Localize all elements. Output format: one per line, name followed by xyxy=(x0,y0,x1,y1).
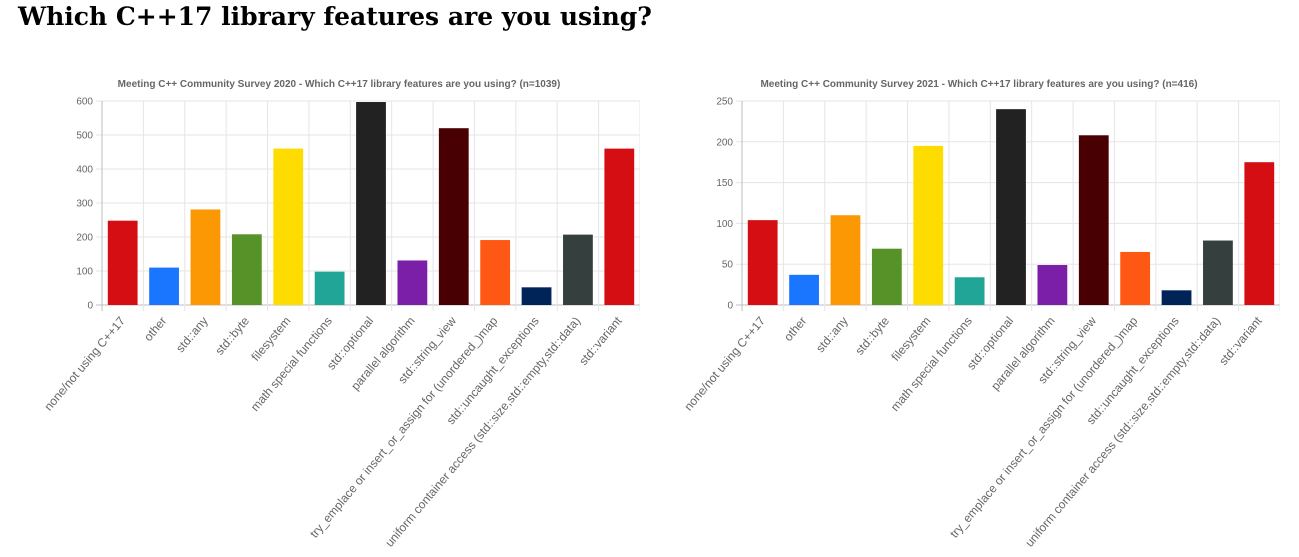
bar xyxy=(149,267,179,305)
chart-title: Meeting C++ Community Survey 2021 - Whic… xyxy=(760,79,1197,90)
x-tick-label: math special functions xyxy=(888,314,975,414)
chart-2021-svg: Meeting C++ Community Survey 2021 - Whic… xyxy=(681,79,1280,550)
plot-area: 0 100 200 300 400 500 600 none/not using C++17 o… xyxy=(41,97,640,550)
bar xyxy=(480,240,511,305)
bar xyxy=(1078,135,1109,305)
x-tick-label: math special functions xyxy=(248,314,335,414)
bar xyxy=(521,287,552,305)
y-tick-label: 300 xyxy=(76,199,93,210)
x-tick-label: filesystem xyxy=(249,314,294,364)
bar xyxy=(107,220,138,305)
x-tick-label: uniform container access (std::size,std:… xyxy=(382,314,583,550)
x-tick-label: std::byte xyxy=(852,314,892,358)
x-tick-label: other xyxy=(141,314,169,344)
bar xyxy=(438,128,469,305)
y-tick-label: 0 xyxy=(727,301,733,312)
x-tick-label: uniform container access (std::size,std:… xyxy=(1022,314,1223,550)
bar xyxy=(1120,251,1151,305)
bar xyxy=(190,209,221,305)
bar xyxy=(913,145,944,305)
bar xyxy=(1037,265,1068,305)
x-tick-label: other xyxy=(781,314,809,344)
bar xyxy=(563,234,593,305)
y-tick-label: 400 xyxy=(76,165,93,176)
page-title: Which C++17 library features are you usi… xyxy=(18,2,652,31)
x-tick-label: none/not using C++17 xyxy=(41,314,128,414)
plot-area: 0 50 100 150 200 250 none/not using C++17 other… xyxy=(681,97,1280,550)
bar xyxy=(1244,162,1275,305)
x-tick-label: std::byte xyxy=(212,314,252,358)
x-tick-label: std::variant xyxy=(576,313,625,367)
x-tick-label: none/not using C++17 xyxy=(681,314,768,414)
chart-2020-svg: Meeting C++ Community Survey 2020 - Whic… xyxy=(41,79,640,550)
bar xyxy=(747,220,778,305)
chart-2021: Meeting C++ Community Survey 2021 - Whic… xyxy=(640,60,1280,557)
bar xyxy=(996,109,1026,305)
y-tick-label: 200 xyxy=(716,137,733,148)
y-tick-label: 100 xyxy=(76,267,93,278)
bar xyxy=(954,277,985,305)
bar xyxy=(1161,290,1192,305)
chart-2020: Meeting C++ Community Survey 2020 - Whic… xyxy=(0,60,640,557)
bar xyxy=(397,260,428,305)
bar xyxy=(830,215,861,305)
y-tick-label: 600 xyxy=(76,97,93,108)
bar xyxy=(1203,240,1233,305)
x-tick-label: std::any xyxy=(813,314,851,355)
bar xyxy=(871,248,902,305)
y-tick-label: 50 xyxy=(722,260,734,271)
x-tick-label: filesystem xyxy=(889,314,934,364)
y-tick-label: 100 xyxy=(716,219,733,230)
bar xyxy=(604,148,635,305)
bar xyxy=(789,274,819,305)
y-tick-label: 200 xyxy=(76,233,93,244)
x-tick-label: std::any xyxy=(173,314,211,355)
bar xyxy=(273,148,304,305)
y-tick-label: 0 xyxy=(87,301,93,312)
y-tick-label: 500 xyxy=(76,131,93,142)
bar xyxy=(356,102,386,305)
x-tick-label: std::variant xyxy=(1216,313,1265,367)
y-tick-label: 150 xyxy=(716,178,733,189)
bar xyxy=(314,271,345,305)
bar xyxy=(231,234,262,305)
chart-title: Meeting C++ Community Survey 2020 - Whic… xyxy=(118,79,561,90)
y-tick-label: 250 xyxy=(716,97,733,108)
